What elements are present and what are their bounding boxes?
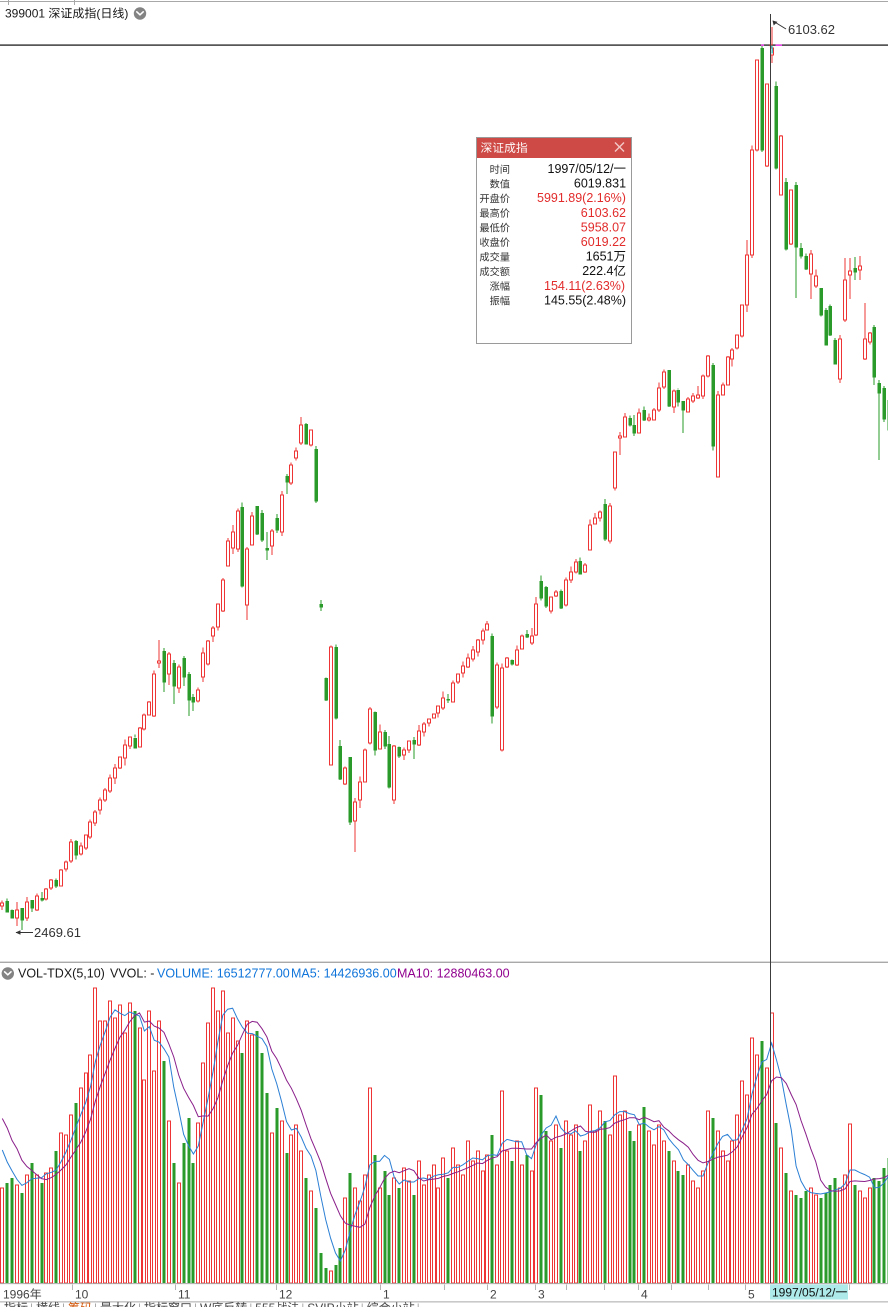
svg-text:): )	[124, 7, 128, 21]
svg-text:1996: 1996	[3, 1287, 30, 1301]
svg-text:5: 5	[748, 1287, 755, 1301]
svg-text:555: 555	[255, 1301, 275, 1307]
svg-text:SVIP: SVIP	[307, 1301, 334, 1307]
svg-text:6019.831: 6019.831	[574, 177, 626, 191]
svg-text:11: 11	[178, 1287, 191, 1301]
svg-text:MA5: 14426936.00: MA5: 14426936.00	[291, 967, 397, 981]
svg-text:1651: 1651	[586, 250, 614, 264]
svg-text:6019.22: 6019.22	[581, 235, 626, 249]
svg-text:1997/05/12/: 1997/05/12/	[548, 162, 615, 176]
svg-text:10: 10	[75, 1287, 89, 1301]
svg-text:(: (	[96, 7, 100, 21]
svg-text:5991.89(2.16%): 5991.89(2.16%)	[537, 191, 626, 205]
svg-text:VOL-TDX(5,10): VOL-TDX(5,10)	[18, 967, 105, 981]
svg-text:5958.07: 5958.07	[581, 220, 626, 234]
svg-text:6103.62: 6103.62	[788, 22, 835, 37]
svg-text:399001: 399001	[5, 7, 48, 21]
svg-text:2469.61: 2469.61	[34, 925, 81, 940]
svg-text:145.55(2.48%): 145.55(2.48%)	[544, 293, 626, 307]
svg-text:1997/05/12/: 1997/05/12/	[772, 1286, 836, 1300]
svg-text:VVOL: -: VVOL: -	[110, 967, 154, 981]
svg-text:222.4: 222.4	[582, 264, 613, 278]
svg-text:6103.62: 6103.62	[581, 206, 626, 220]
svg-text:4: 4	[641, 1287, 648, 1301]
svg-text:3: 3	[538, 1287, 545, 1301]
svg-text:W: W	[200, 1301, 212, 1307]
svg-text:154.11(2.63%): 154.11(2.63%)	[544, 279, 625, 293]
svg-text:VOLUME: 16512777.00: VOLUME: 16512777.00	[157, 967, 290, 981]
svg-text:2: 2	[490, 1287, 497, 1301]
svg-text:12: 12	[279, 1287, 293, 1301]
svg-text:1: 1	[383, 1287, 390, 1301]
svg-text:MA10: 12880463.00: MA10: 12880463.00	[397, 967, 510, 981]
